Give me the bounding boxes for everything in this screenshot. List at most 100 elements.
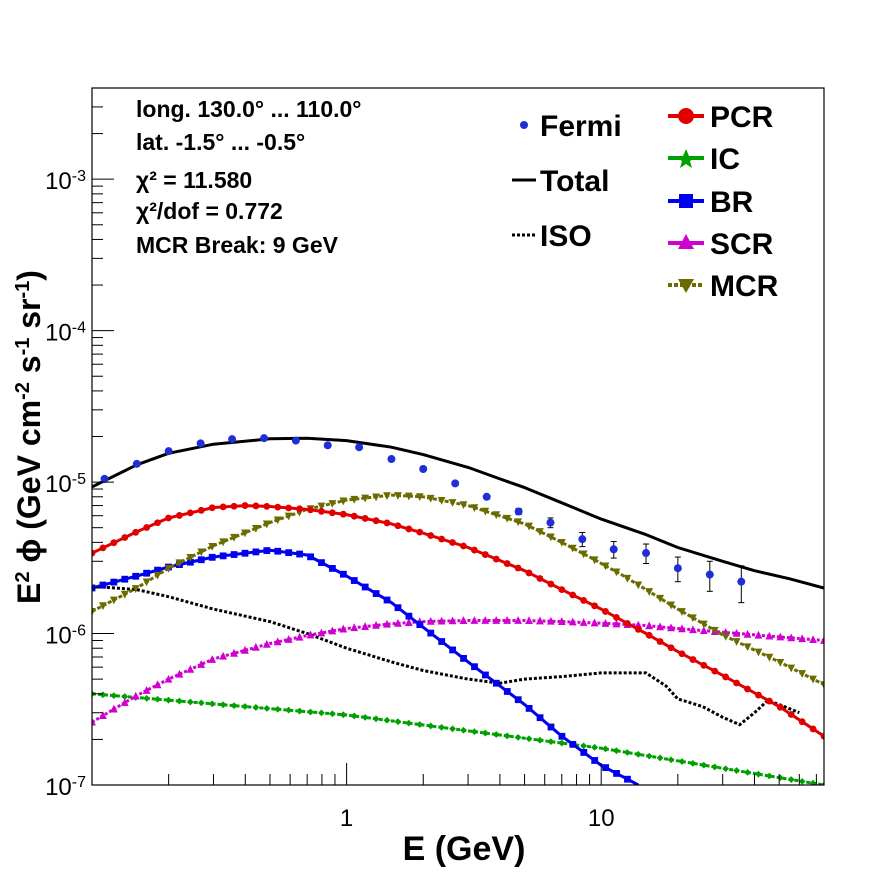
fermi-point (451, 479, 460, 488)
plot-marks (92, 434, 824, 785)
legend-scr-marker (678, 234, 694, 249)
series-pcr-point (460, 542, 467, 550)
series-scr-point (699, 626, 708, 635)
series-pcr-point (656, 638, 664, 645)
series-pcr-point (689, 656, 697, 663)
series-ic-point (361, 713, 369, 721)
legend-br-marker (679, 194, 693, 208)
series-ic-point (154, 695, 161, 703)
series-ic-point (405, 719, 413, 727)
series-mcr-point (131, 585, 140, 593)
series-mcr-point (710, 626, 719, 635)
series-mcr-point (328, 500, 337, 508)
y-tick-label: 10-5 (45, 471, 86, 499)
series-pcr-point (569, 591, 577, 599)
series-br-point (121, 575, 129, 583)
series-ic-point (765, 772, 773, 780)
series-ic-point (820, 781, 824, 785)
series-pcr-point (634, 625, 642, 633)
series-scr-point (273, 637, 282, 646)
fermi-point (228, 435, 237, 444)
series-scr-point (470, 616, 479, 624)
series-mcr-point (492, 511, 501, 520)
y-tick-label: 10-6 (45, 622, 86, 650)
y-tick-label: 10-7 (45, 774, 86, 802)
series-mcr-line (92, 493, 824, 686)
series-mcr-point (241, 529, 249, 538)
series-mcr-point (765, 653, 774, 662)
series-scr-point (503, 616, 512, 624)
series-ic (92, 690, 824, 785)
series-ic-point (449, 725, 456, 733)
info-longitude: long. 130.0° ... 110.0° (136, 96, 362, 122)
series-mcr-point (404, 492, 413, 501)
fermi-point (355, 443, 364, 452)
fermi-point (609, 545, 618, 554)
series-scr-point (765, 631, 774, 640)
series-scr-point (590, 618, 599, 627)
info-chi2-dof: χ²/dof = 0.772 (136, 198, 283, 224)
fermi-point (673, 564, 682, 573)
legend-total-label: Total (540, 165, 609, 198)
series-br-point (110, 578, 118, 586)
series-scr-point (394, 618, 402, 627)
series-br-point (350, 577, 358, 584)
fermi-point (642, 549, 651, 558)
series-pcr-point (274, 503, 282, 511)
series-pcr-point (700, 661, 708, 669)
series-ic-point (787, 776, 795, 783)
series-pcr-point (361, 515, 369, 522)
series-br-point (536, 714, 544, 722)
series-ic-point (525, 735, 533, 743)
series-br-point (438, 638, 446, 645)
series-ic-point (252, 704, 260, 711)
series-ic-point (318, 709, 325, 717)
series-ic-point (634, 750, 642, 758)
series-mcr-point (219, 538, 228, 547)
plot-area (92, 434, 824, 785)
series-mcr-point (667, 601, 675, 610)
series-ic-point (547, 738, 555, 746)
series-pcr-point (219, 503, 227, 511)
series-ic-point (339, 711, 347, 719)
series-br-point (416, 621, 424, 629)
series-pcr-point (241, 502, 249, 509)
series-scr-point (164, 674, 173, 683)
series-mcr-point (284, 512, 293, 521)
series-mcr-point (361, 494, 370, 503)
series-mcr-point (546, 533, 555, 542)
series-ic-point (514, 733, 522, 741)
info-mcr-break: MCR Break: 9 GeV (136, 232, 339, 258)
legend-scr-label: SCR (710, 228, 774, 261)
series-ic-point (230, 702, 238, 710)
series-scr-point (678, 624, 686, 633)
series-pcr-point (711, 667, 719, 675)
series-pcr-point (765, 697, 773, 705)
series-scr-point (437, 616, 446, 625)
y-axis: 10-7 10-6 10-5 10-4 10-3 (45, 87, 114, 802)
series-br-point (263, 547, 271, 554)
series-mcr-point (525, 522, 533, 531)
series-mcr-point (426, 494, 435, 503)
series-scr-point (404, 618, 413, 626)
series-mcr-point (514, 518, 522, 527)
series-pcr-point (339, 510, 347, 518)
series-ic-point (197, 699, 205, 707)
series-mcr-point (732, 638, 741, 646)
series-pcr-point (755, 691, 762, 699)
series-scr-point (197, 660, 206, 668)
fermi-point (260, 434, 269, 443)
series-scr-point (776, 632, 785, 641)
series-scr-point (667, 623, 675, 632)
x-tick-label: 1 (340, 805, 353, 832)
series-pcr-point (547, 580, 555, 588)
series-br-point (99, 581, 107, 589)
series-mcr-point (601, 562, 610, 571)
series-scr-point (350, 623, 359, 632)
series-ic-point (492, 731, 500, 738)
series-ic-point (328, 710, 336, 718)
series-scr-point (99, 711, 107, 720)
series-br-point (230, 551, 238, 558)
series-mcr-point (634, 581, 643, 590)
